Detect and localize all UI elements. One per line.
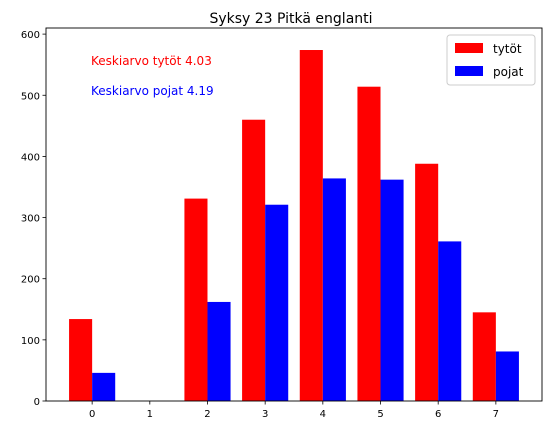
x-tick-label: 6 (435, 409, 441, 420)
annotation-girls-average: Keskiarvo tytöt 4.03 (91, 54, 212, 68)
bar-girls-2 (184, 198, 208, 401)
annotation-boys-average: Keskiarvo pojat 4.19 (91, 84, 214, 98)
plot-frame (45, 27, 543, 402)
bar-boys-4 (322, 178, 346, 401)
bar-boys-3 (265, 204, 289, 401)
bar-girls-5 (357, 86, 381, 401)
x-tick-label: 7 (493, 409, 499, 420)
x-axis: 0 1 2 3 4 5 6 7 (89, 401, 499, 420)
y-tick-label: 500 (21, 91, 40, 102)
y-tick-label: 100 (21, 336, 40, 347)
bars (69, 50, 519, 401)
legend-swatch-girls (455, 43, 483, 53)
bar-boys-5 (380, 179, 404, 401)
bar-boys-0 (92, 372, 116, 401)
bar-boys-2 (207, 301, 231, 401)
chart-title: Syksy 23 Pitkä englanti (209, 11, 372, 27)
legend-label-girls: tytöt (493, 42, 522, 56)
bar-girls-4 (299, 50, 323, 401)
bar-girls-3 (242, 119, 266, 401)
y-tick-label: 600 (21, 30, 40, 41)
y-tick-label: 200 (21, 275, 40, 286)
x-tick-label: 0 (89, 409, 95, 420)
y-axis: 0 100 200 300 400 500 600 (21, 30, 46, 408)
bar-girls-7 (472, 312, 496, 401)
legend-label-boys: pojat (493, 65, 524, 79)
legend-swatch-boys (455, 66, 483, 76)
x-tick-label: 4 (320, 409, 326, 420)
legend: tytöt pojat (446, 34, 536, 86)
y-tick-label: 0 (34, 397, 40, 408)
bar-boys-7 (495, 351, 519, 401)
x-tick-label: 5 (377, 409, 383, 420)
y-tick-label: 400 (21, 152, 40, 163)
x-tick-label: 1 (147, 409, 153, 420)
bar-girls-6 (415, 163, 439, 401)
bar-boys-6 (438, 241, 462, 401)
y-tick-label: 300 (21, 214, 40, 225)
plot-area: 0 100 200 300 400 500 600 0 1 2 3 4 5 6 7 (21, 27, 543, 420)
x-tick-label: 3 (262, 409, 268, 420)
x-tick-label: 2 (204, 409, 210, 420)
bar-girls-0 (69, 319, 93, 401)
